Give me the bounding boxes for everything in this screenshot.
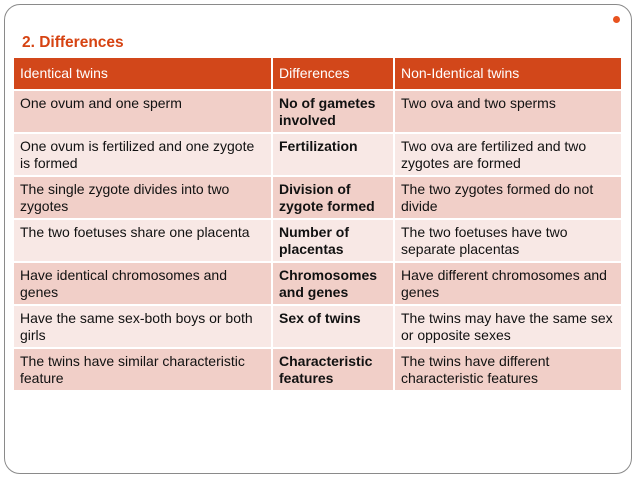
identical-cell: One ovum and one sperm xyxy=(14,89,273,133)
table-row: The two foetuses share one placenta Numb… xyxy=(14,218,621,262)
difference-cell: Division of zygote formed xyxy=(272,175,395,219)
identical-cell: Have identical chromosomes and genes xyxy=(14,261,273,305)
table-row: Have identical chromosomes and genes Chr… xyxy=(14,261,621,305)
table-row: One ovum and one sperm No of gametes inv… xyxy=(14,89,621,133)
non-identical-cell: The twins have different characteristic … xyxy=(394,347,621,390)
table-row: One ovum is fertilized and one zygote is… xyxy=(14,132,621,176)
non-identical-cell: The two foetuses have two separate place… xyxy=(394,218,621,262)
differences-table: Identical twins Differences Non-Identica… xyxy=(14,58,621,390)
non-identical-cell: Two ova are fertilized and two zygotes a… xyxy=(394,132,621,176)
header-non-identical-twins: Non-Identical twins xyxy=(394,58,621,90)
table-row: Have the same sex-both boys or both girl… xyxy=(14,304,621,348)
non-identical-cell: The twins may have the same sex or oppos… xyxy=(394,304,621,348)
identical-cell: The single zygote divides into two zygot… xyxy=(14,175,273,219)
non-identical-cell: The two zygotes formed do not divide xyxy=(394,175,621,219)
identical-cell: The twins have similar characteristic fe… xyxy=(14,347,273,390)
identical-cell: The two foetuses share one placenta xyxy=(14,218,273,262)
difference-cell: Chromosomes and genes xyxy=(272,261,395,305)
slide-frame xyxy=(4,4,632,474)
slide-title: 2. Differences xyxy=(22,34,124,51)
difference-cell: Characteristic features xyxy=(272,347,395,390)
table-row: The single zygote divides into two zygot… xyxy=(14,175,621,219)
difference-cell: Fertilization xyxy=(272,132,395,176)
difference-cell: Number of placentas xyxy=(272,218,395,262)
header-differences: Differences xyxy=(272,58,395,90)
corner-dot xyxy=(613,16,620,23)
identical-cell: Have the same sex-both boys or both girl… xyxy=(14,304,273,348)
table-row: The twins have similar characteristic fe… xyxy=(14,347,621,390)
difference-cell: Sex of twins xyxy=(272,304,395,348)
non-identical-cell: Have different chromosomes and genes xyxy=(394,261,621,305)
identical-cell: One ovum is fertilized and one zygote is… xyxy=(14,132,273,176)
header-identical-twins: Identical twins xyxy=(14,58,273,90)
non-identical-cell: Two ova and two sperms xyxy=(394,89,621,133)
difference-cell: No of gametes involved xyxy=(272,89,395,133)
table-header-row: Identical twins Differences Non-Identica… xyxy=(14,58,621,90)
